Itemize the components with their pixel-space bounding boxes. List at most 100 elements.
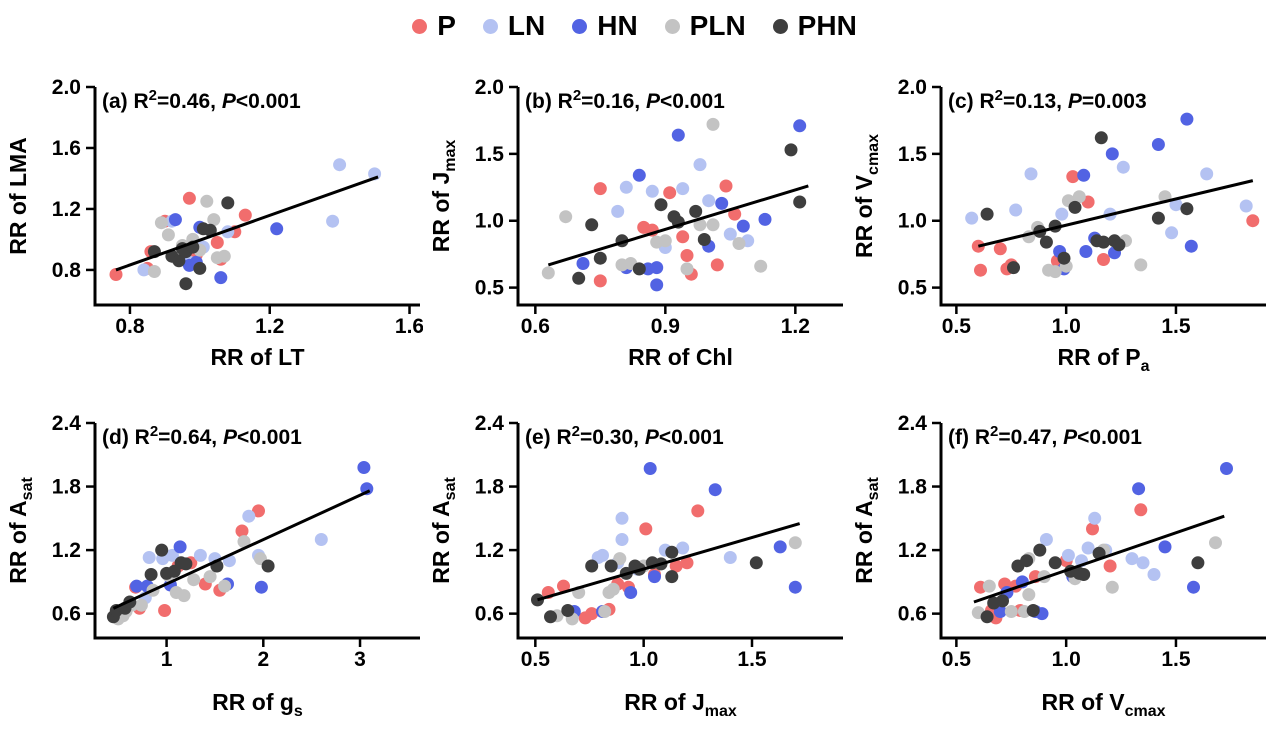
data-point-LN [676, 541, 690, 555]
data-point-HN [1151, 138, 1165, 151]
data-point-LN [693, 158, 707, 172]
data-point-PHN [689, 204, 703, 218]
y-tick-label: 1.2 [52, 198, 81, 221]
data-point-PHN [665, 570, 679, 584]
data-point-PHN [996, 594, 1009, 608]
data-point-PHN [144, 568, 158, 581]
data-point-PHN [585, 559, 599, 573]
data-point-LN [1169, 198, 1183, 212]
data-point-P [639, 522, 653, 536]
panel-b-scatter-chart: 0.6 0.9 1.2 0.5 1.0 1.5 2.0 (b) R2=0.16, P<0.00… [428, 76, 843, 370]
x-tick-label: 1.5 [1161, 315, 1191, 338]
y-tick-label: 2.0 [475, 76, 504, 99]
data-point-HN [624, 586, 638, 599]
x-tick-label: 0.9 [651, 315, 680, 338]
data-point-LN [1061, 548, 1075, 562]
x-tick-label: 3 [354, 648, 366, 671]
data-point-PHN [1191, 556, 1205, 570]
panel-d-scatter-chart: 1 2 3 0.6 1.2 1.8 2.4 (d) R2=0.64, P<0.001 RR of… [5, 412, 420, 720]
y-axis-title: RR of Asat [428, 477, 459, 584]
data-point-HN [1105, 147, 1119, 161]
data-point-PHN [585, 218, 599, 232]
y-tick-label: 1.8 [475, 476, 505, 499]
data-point-PHN [980, 207, 994, 221]
data-point-HN [650, 261, 664, 275]
y-tick-label: 1.5 [898, 143, 928, 166]
y-tick-label: 1.2 [475, 539, 504, 562]
legend-item-LN: LN [482, 12, 545, 40]
data-point-PHN [1094, 131, 1108, 145]
data-point-PHN [221, 196, 235, 210]
data-point-HN [736, 219, 750, 233]
legend-label: P [437, 10, 456, 41]
data-point-PLN [613, 552, 627, 566]
legend-dot-icon [664, 18, 680, 34]
data-point-HN [648, 570, 661, 584]
y-tick-label: 1.8 [898, 476, 928, 499]
data-point-PHN [179, 557, 193, 571]
data-point-PLN [1048, 265, 1062, 279]
data-point-LN [1125, 552, 1139, 566]
data-point-PHN [980, 610, 994, 624]
data-point-LN [1055, 207, 1069, 221]
data-point-PHN [531, 593, 544, 607]
fit-line [973, 514, 1225, 604]
data-point-LN [676, 182, 690, 196]
data-point-LN [1200, 167, 1214, 181]
y-tick-label: 1.6 [52, 137, 81, 160]
x-axis-title: RR of Vcmax [1042, 689, 1166, 720]
data-point-P [593, 274, 607, 288]
data-point-PHN [665, 545, 679, 559]
y-tick-label: 2.4 [52, 412, 82, 435]
data-point-PHN [784, 143, 798, 157]
data-point-PLN [154, 216, 168, 230]
data-point-HN [773, 540, 787, 554]
data-point-PHN [1097, 235, 1110, 249]
panel-annotation: (d) R2=0.64, P<0.001 [102, 423, 302, 449]
x-tick-label: 0.5 [521, 648, 551, 671]
data-point-HN [1184, 239, 1198, 253]
data-point-HN [357, 461, 371, 474]
data-point-PLN [658, 234, 672, 248]
data-point-P [719, 179, 733, 193]
y-axis-title: RR of Asat [5, 477, 36, 584]
data-point-PHN [654, 198, 668, 212]
data-point-P [1103, 559, 1117, 573]
y-tick-label: 2.0 [898, 76, 927, 99]
y-tick-label: 1.0 [475, 210, 504, 233]
data-point-PLN [217, 249, 231, 263]
data-point-P [158, 604, 172, 617]
x-axis-title: RR of Pa [1058, 344, 1150, 375]
data-point-PLN [541, 266, 555, 280]
data-point-PHN [1039, 235, 1053, 249]
data-point-LN [723, 551, 737, 564]
x-axis-title: RR of gs [212, 689, 303, 720]
data-point-PHN [155, 543, 169, 557]
x-tick-label: 1.5 [1161, 648, 1191, 671]
data-point-PHN [1048, 556, 1062, 570]
data-point-PHN [1007, 261, 1020, 275]
data-point-LN [619, 180, 633, 194]
data-point-HN [708, 483, 722, 497]
data-point-LN [193, 548, 207, 562]
data-point-PLN [1072, 190, 1086, 204]
fit-line [977, 179, 1254, 248]
data-point-PLN [559, 210, 573, 224]
data-point-HN [788, 580, 802, 594]
data-point-P [993, 242, 1007, 256]
y-tick-label: 2.4 [898, 412, 928, 435]
legend-item-P: P [412, 12, 456, 40]
panel-c-scatter-chart: 0.5 1.0 1.5 0.5 1.0 1.5 2.0 (c) R2=0.13, P=0.00… [851, 76, 1266, 375]
fit-line [112, 489, 371, 610]
data-point-PLN [1134, 258, 1148, 272]
data-point-P [182, 191, 196, 205]
data-point-P [691, 504, 705, 518]
data-point-LN [1081, 541, 1095, 555]
data-point-PLN [1022, 588, 1036, 602]
data-point-PHN [1151, 211, 1165, 225]
legend-dot-icon [572, 18, 588, 34]
data-point-PHN [593, 251, 607, 265]
y-axis-title: RR of Vcmax [851, 134, 882, 258]
data-point-HN [214, 271, 228, 285]
data-point-LN [142, 551, 156, 564]
